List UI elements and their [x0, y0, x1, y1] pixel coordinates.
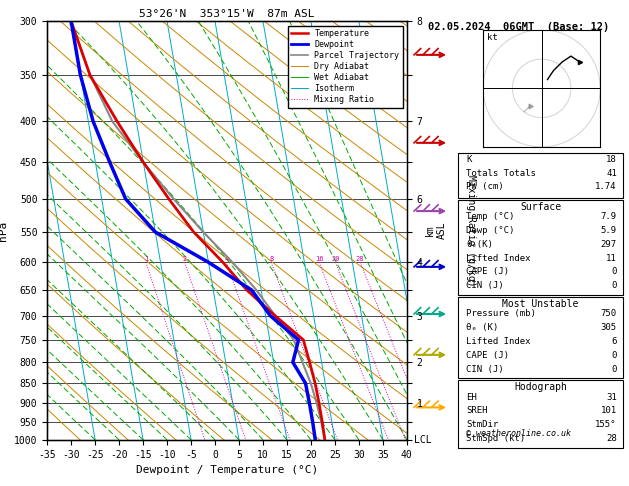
Text: 297: 297	[601, 240, 617, 249]
Legend: Temperature, Dewpoint, Parcel Trajectory, Dry Adiabat, Wet Adiabat, Isotherm, Mi: Temperature, Dewpoint, Parcel Trajectory…	[287, 26, 403, 108]
Text: 750: 750	[601, 309, 617, 318]
Text: CAPE (J): CAPE (J)	[467, 351, 509, 360]
Text: 5.9: 5.9	[601, 226, 617, 235]
Text: 28: 28	[606, 434, 617, 443]
Text: 8: 8	[269, 256, 274, 262]
Title: 53°26'N  353°15'W  87m ASL: 53°26'N 353°15'W 87m ASL	[139, 9, 314, 19]
Text: 0: 0	[611, 364, 617, 374]
Text: 6: 6	[611, 337, 617, 346]
Text: 18: 18	[606, 155, 617, 164]
Text: θₑ (K): θₑ (K)	[467, 323, 499, 332]
Text: 41: 41	[606, 169, 617, 178]
Text: K: K	[467, 155, 472, 164]
Text: 0: 0	[611, 351, 617, 360]
Text: EH: EH	[467, 393, 477, 401]
Text: Most Unstable: Most Unstable	[503, 299, 579, 309]
Text: 11: 11	[606, 254, 617, 262]
Text: CIN (J): CIN (J)	[467, 364, 504, 374]
Text: Hodograph: Hodograph	[514, 382, 567, 392]
Y-axis label: Mixing Ratio (g/kg): Mixing Ratio (g/kg)	[466, 175, 476, 286]
Text: SREH: SREH	[467, 406, 488, 416]
Text: Totals Totals: Totals Totals	[467, 169, 537, 178]
Text: 7.9: 7.9	[601, 212, 617, 221]
Text: CAPE (J): CAPE (J)	[467, 267, 509, 277]
Text: CIN (J): CIN (J)	[467, 281, 504, 290]
Text: PW (cm): PW (cm)	[467, 182, 504, 191]
Text: 31: 31	[606, 393, 617, 401]
X-axis label: Dewpoint / Temperature (°C): Dewpoint / Temperature (°C)	[136, 465, 318, 475]
Text: 0: 0	[611, 281, 617, 290]
Text: 0: 0	[611, 267, 617, 277]
Text: StmSpd (kt): StmSpd (kt)	[467, 434, 526, 443]
Text: 1: 1	[144, 256, 148, 262]
Text: LCL: LCL	[414, 435, 431, 445]
Text: © weatheronline.co.uk: © weatheronline.co.uk	[466, 429, 571, 438]
Text: StmDir: StmDir	[467, 420, 499, 429]
Text: 20: 20	[331, 256, 340, 262]
Text: Lifted Index: Lifted Index	[467, 254, 531, 262]
Text: Temp (°C): Temp (°C)	[467, 212, 515, 221]
Y-axis label: km
ASL: km ASL	[425, 222, 447, 240]
Text: Pressure (mb): Pressure (mb)	[467, 309, 537, 318]
Text: 4: 4	[225, 256, 228, 262]
Text: 28: 28	[356, 256, 364, 262]
Text: Surface: Surface	[520, 202, 561, 212]
Text: 2: 2	[182, 256, 187, 262]
Text: 16: 16	[315, 256, 323, 262]
Text: θₑ(K): θₑ(K)	[467, 240, 493, 249]
Text: Dewp (°C): Dewp (°C)	[467, 226, 515, 235]
Text: 101: 101	[601, 406, 617, 416]
Text: Lifted Index: Lifted Index	[467, 337, 531, 346]
Y-axis label: hPa: hPa	[0, 221, 8, 241]
Text: 02.05.2024  06GMT  (Base: 12): 02.05.2024 06GMT (Base: 12)	[428, 22, 610, 32]
Text: 305: 305	[601, 323, 617, 332]
Text: 1.74: 1.74	[595, 182, 617, 191]
Text: 155°: 155°	[595, 420, 617, 429]
